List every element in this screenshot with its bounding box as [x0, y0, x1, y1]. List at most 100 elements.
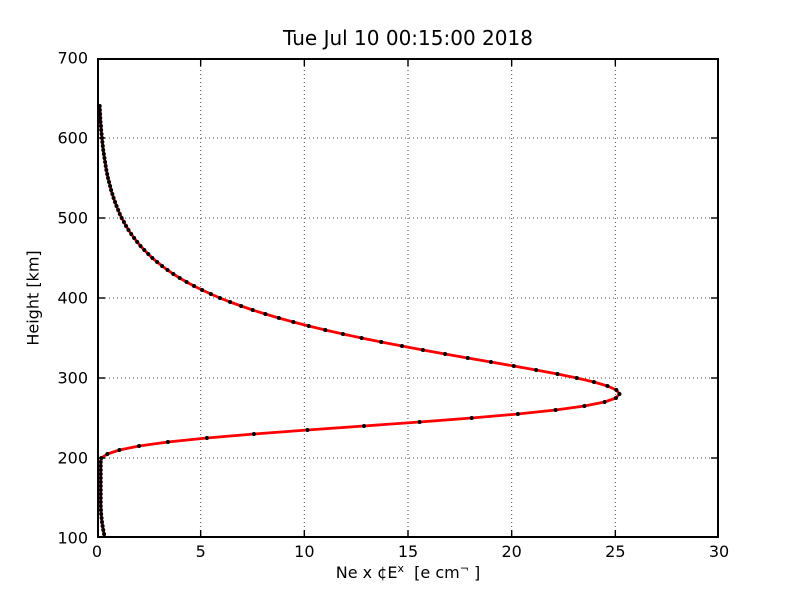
data-point-marker — [443, 352, 448, 356]
data-point-marker — [98, 508, 103, 512]
data-point-marker — [165, 268, 170, 272]
data-point-marker — [250, 308, 255, 312]
data-point-marker — [117, 448, 122, 452]
x-tick-label: 20 — [501, 542, 522, 561]
data-point-marker — [488, 360, 493, 364]
x-tick-label: 10 — [294, 542, 315, 561]
data-point-marker — [101, 148, 106, 152]
y-tick-label: 600 — [57, 128, 88, 148]
data-point-marker — [105, 452, 110, 456]
data-point-marker — [359, 336, 364, 340]
data-point-marker — [98, 496, 103, 500]
data-point-marker — [399, 344, 404, 348]
data-point-marker — [465, 356, 470, 360]
data-point-marker — [100, 524, 105, 528]
y-tick-label: 200 — [57, 448, 88, 468]
data-point-marker — [104, 168, 109, 172]
plot-area — [97, 58, 719, 538]
data-point-marker — [160, 264, 165, 268]
data-point-marker — [109, 188, 114, 192]
data-point-marker — [98, 124, 103, 128]
data-point-marker — [98, 500, 103, 504]
data-point-marker — [100, 144, 105, 148]
data-point-marker — [102, 156, 107, 160]
x-axis-label: Ne x ¢Ex [e cm¬ ] — [97, 562, 719, 582]
data-point-marker — [107, 180, 112, 184]
data-point-marker — [323, 328, 328, 332]
data-point-marker — [142, 248, 147, 252]
data-point-marker — [135, 240, 140, 244]
x-tick-label: 0 — [91, 542, 103, 561]
data-point-marker — [98, 468, 103, 472]
data-point-marker — [103, 164, 108, 168]
data-point-marker — [208, 292, 213, 296]
data-point-marker — [99, 516, 104, 520]
data-point-marker — [614, 388, 619, 392]
data-point-marker — [98, 460, 103, 464]
data-point-marker — [99, 132, 104, 136]
data-point-marker — [582, 404, 587, 408]
data-point-marker — [105, 172, 110, 176]
data-point-marker — [101, 528, 106, 532]
data-point-marker — [137, 444, 142, 448]
chart-title: Tue Jul 10 00:15:00 2018 — [283, 26, 533, 50]
plot-canvas — [97, 58, 719, 538]
data-point-marker — [362, 424, 367, 428]
x-tick-label: 5 — [195, 542, 206, 561]
data-point-marker — [126, 228, 131, 232]
data-point-marker — [417, 420, 422, 424]
y-tick-label: 100 — [57, 528, 88, 548]
data-point-marker — [102, 532, 107, 536]
data-point-marker — [204, 436, 209, 440]
data-point-marker — [99, 520, 104, 524]
data-point-marker — [99, 128, 104, 132]
data-point-marker — [98, 488, 103, 492]
data-point-marker — [98, 472, 103, 476]
data-point-marker — [511, 364, 516, 368]
data-point-marker — [617, 392, 622, 396]
data-point-marker — [420, 348, 425, 352]
y-tick-label: 300 — [57, 368, 88, 388]
data-point-marker — [291, 320, 296, 324]
data-point-marker — [146, 252, 151, 256]
x-tick-label: 15 — [397, 542, 419, 561]
data-point-marker — [602, 400, 607, 404]
data-point-marker — [305, 428, 310, 432]
data-point-marker — [251, 432, 256, 436]
x-axis-label-superscript-exponent: x — [397, 562, 404, 575]
x-tick-label: 25 — [605, 542, 626, 561]
data-point-marker — [138, 244, 143, 248]
plot-border — [97, 58, 719, 538]
data-point-marker — [121, 220, 126, 224]
data-point-marker — [119, 216, 124, 220]
data-point-marker — [574, 376, 579, 380]
data-point-marker — [217, 296, 222, 300]
data-point-marker — [177, 276, 182, 280]
data-point-marker — [150, 256, 155, 260]
data-point-marker — [555, 372, 560, 376]
data-point-marker — [98, 476, 103, 480]
x-axis-label-units-open: [e cm — [403, 563, 460, 582]
x-axis-label-superscript-negative: ¬ — [459, 562, 469, 575]
y-tick-label: 700 — [57, 48, 88, 68]
data-point-marker — [117, 212, 122, 216]
data-point-marker — [110, 192, 115, 196]
x-tick-label: 30 — [708, 542, 730, 561]
data-point-marker — [105, 176, 110, 180]
data-point-marker — [116, 208, 121, 212]
data-point-marker — [108, 184, 113, 188]
data-point-marker — [239, 304, 244, 308]
data-point-marker — [263, 312, 268, 316]
data-point-marker — [534, 368, 539, 372]
data-point-marker — [101, 152, 106, 156]
data-point-marker — [114, 204, 119, 208]
data-point-marker — [228, 300, 233, 304]
y-tick-label: 500 — [57, 208, 88, 228]
data-point-marker — [98, 464, 103, 468]
data-point-marker — [98, 484, 103, 488]
y-tick-label: 400 — [57, 288, 88, 308]
data-point-marker — [184, 280, 189, 284]
data-point-marker — [98, 120, 103, 124]
data-point-marker — [111, 196, 116, 200]
